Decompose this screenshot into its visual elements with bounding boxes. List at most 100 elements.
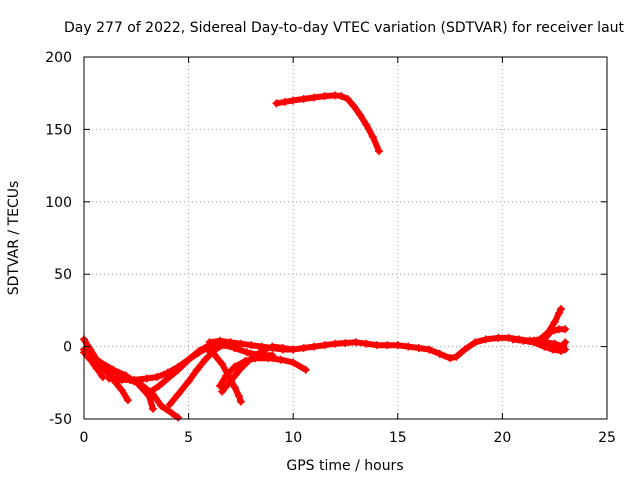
data-point [425,345,434,354]
data-point [289,96,298,105]
data-point [310,342,319,351]
axis-ticks: 0 5 10 15 20 25 -50 0 50 100 150 200 [45,50,616,446]
data-point [494,333,503,342]
data-point [236,397,245,406]
data-point [123,396,132,405]
data-point [362,339,371,348]
data-point [167,409,176,418]
data-point [471,338,480,347]
data-point [362,121,371,130]
data-point [383,341,392,350]
data-point [550,317,559,326]
data-point [92,364,101,373]
data-point [540,338,549,347]
data-point [163,374,172,383]
data-point [165,400,174,409]
data-point [215,381,224,390]
data-point [299,94,308,103]
data-point [349,102,358,111]
y-tick-label: 50 [54,267,72,283]
data-point [561,325,570,334]
y-tick-label: 200 [45,50,72,66]
data-point [218,359,227,368]
data-point [548,345,557,354]
y-axis-label: SDTVAR / TECUs [6,181,22,296]
data-point [222,371,231,380]
data-point [481,335,490,344]
x-tick-label: 25 [598,430,616,446]
x-tick-label: 15 [389,430,407,446]
data-point [146,387,155,396]
data-point [117,375,126,384]
data-point [559,342,568,351]
x-tick-label: 5 [184,430,193,446]
series-arc-late-c [529,336,570,351]
data-point [289,358,298,367]
data-point [174,413,183,422]
y-tick-label: 100 [45,195,72,211]
data-point [544,328,553,337]
data-point [243,348,252,357]
data-point [374,147,383,156]
data-point [209,349,218,358]
data-point [561,338,570,347]
data-point [310,93,319,102]
data-point [278,344,287,353]
data-series [80,91,570,422]
data-point [268,342,277,351]
data-point [301,365,310,374]
data-point [218,387,227,396]
data-point [299,344,308,353]
data-point [230,362,239,371]
x-axis-label: GPS time / hours [286,458,403,474]
x-tick-label: 10 [284,430,302,446]
y-tick-label: 150 [45,122,72,138]
data-point [142,374,151,383]
data-point [272,99,281,108]
data-point [554,309,563,318]
plot-frame [83,56,608,420]
data-point [130,375,139,384]
data-point [174,365,183,374]
series-arc-high [272,91,383,156]
data-point [372,341,381,350]
data-point [192,365,201,374]
data-point [368,132,377,141]
data-point [550,339,559,348]
data-point [230,344,239,353]
data-point [341,338,350,347]
data-point [343,94,352,103]
data-point [149,404,158,413]
data-point [356,110,365,119]
data-point [226,377,235,386]
data-point [117,386,126,395]
data-point [220,341,229,350]
y-tick-label: 0 [63,340,72,356]
data-point [446,354,455,363]
data-point [201,355,210,364]
data-point [201,344,210,353]
data-point [268,351,277,360]
data-point [508,335,517,344]
data-point [556,304,565,313]
data-point [184,377,193,386]
data-point [184,355,193,364]
data-point [236,339,245,348]
data-point [105,374,114,383]
x-tick-label: 20 [493,430,511,446]
data-point [460,345,469,354]
data-point [230,383,239,392]
data-point [529,336,538,345]
data-point [96,358,105,367]
data-point [234,391,243,400]
data-point [255,351,264,360]
data-point [351,338,360,347]
data-point [331,339,340,348]
data-point [276,355,285,364]
data-point [209,339,218,348]
data-point [414,344,423,353]
chart-title: Day 277 of 2022, Sidereal Day-to-day VTE… [64,20,625,36]
data-point [337,92,346,101]
